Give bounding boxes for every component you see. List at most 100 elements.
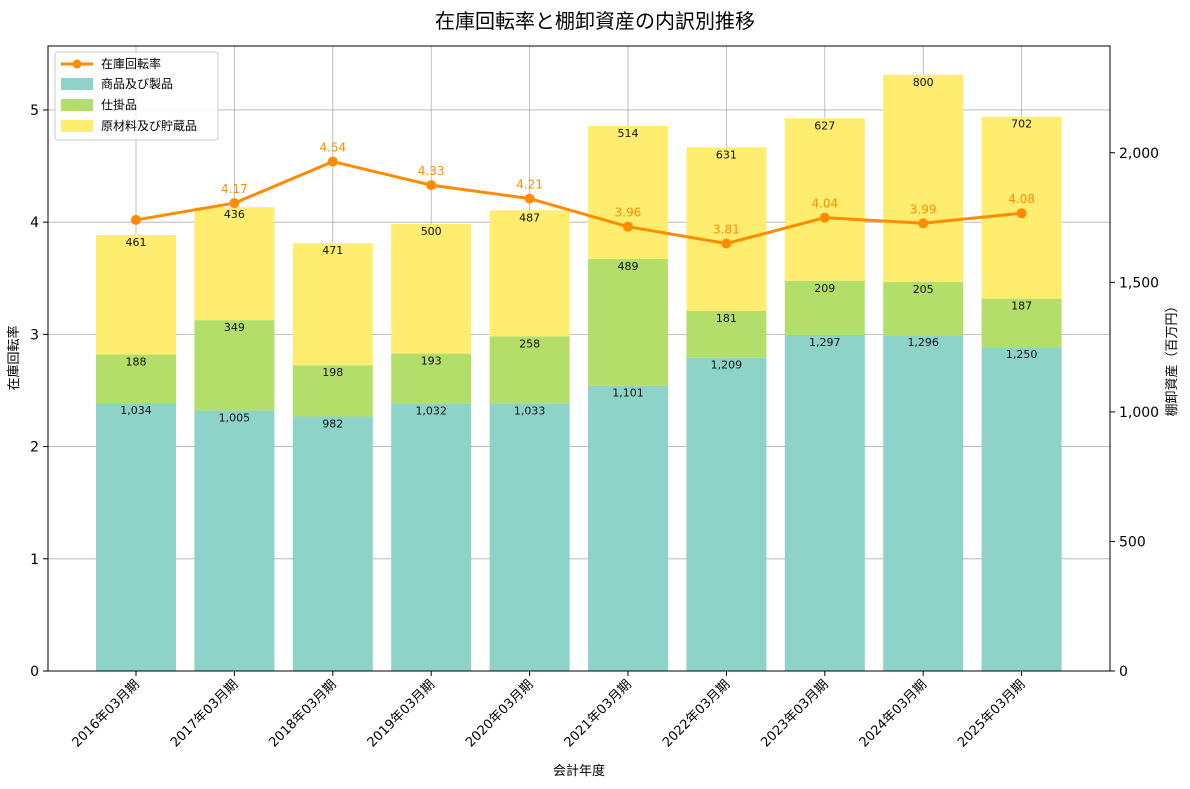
bar-value-label: 209 bbox=[814, 282, 835, 295]
turnover-point bbox=[1016, 208, 1027, 219]
y-left-tick-label: 3 bbox=[30, 327, 39, 343]
bar-segment bbox=[981, 347, 1062, 671]
x-axis-label: 会計年度 bbox=[553, 763, 605, 779]
bar-value-label: 631 bbox=[716, 148, 737, 161]
turnover-point bbox=[721, 238, 732, 249]
plot-frame bbox=[47, 45, 1111, 672]
y-right-tick-label: 1,000 bbox=[1119, 405, 1159, 421]
turnover-value-label: 4.54 bbox=[319, 141, 346, 155]
chart-title: 在庫回転率と棚卸資産の内訳別推移 bbox=[435, 9, 755, 33]
bar-segment bbox=[391, 353, 472, 404]
bar-value-label: 471 bbox=[322, 244, 343, 257]
bar-segment bbox=[981, 116, 1062, 299]
y-right-tick-label: 500 bbox=[1119, 534, 1146, 550]
turnover-point bbox=[623, 221, 633, 232]
bar-segment bbox=[489, 403, 570, 671]
bar-segment bbox=[588, 258, 668, 386]
bar-segment bbox=[292, 243, 373, 366]
y-right-tick-label: 1,500 bbox=[1119, 275, 1159, 291]
bar-value-label: 1,005 bbox=[219, 412, 251, 425]
turnover-value-label: 3.99 bbox=[910, 202, 937, 216]
turnover-value-label: 4.04 bbox=[811, 197, 838, 211]
y-left-tick-label: 4 bbox=[30, 215, 39, 231]
turnover-value-label: 4.08 bbox=[1008, 192, 1035, 206]
bar-value-label: 188 bbox=[126, 355, 147, 368]
bar-value-label: 258 bbox=[519, 337, 540, 350]
bar-segment bbox=[588, 125, 668, 259]
bar-segment bbox=[784, 118, 865, 281]
legend-label: 商品及び製品 bbox=[101, 76, 173, 91]
bar-value-label: 1,034 bbox=[120, 404, 152, 417]
turnover-value-label: 4.21 bbox=[516, 178, 543, 192]
bar-segment bbox=[391, 403, 472, 671]
bar-segment bbox=[489, 210, 570, 337]
bar-segment bbox=[686, 147, 767, 311]
bar-segment bbox=[883, 74, 964, 283]
bar-segment bbox=[194, 410, 275, 671]
bar-segment bbox=[686, 310, 767, 358]
bar-segment bbox=[489, 336, 570, 404]
y-right-tick-label: 2,000 bbox=[1119, 146, 1159, 162]
turnover-value-label: 4.17 bbox=[221, 182, 248, 196]
bar-value-label: 1,296 bbox=[907, 336, 939, 349]
turnover-point bbox=[426, 180, 437, 191]
turnover-value-label: 3.96 bbox=[615, 206, 642, 220]
turnover-value-label: 4.33 bbox=[418, 164, 445, 178]
bar-segment bbox=[686, 357, 767, 671]
turnover-point bbox=[524, 193, 535, 204]
bar-segment bbox=[194, 207, 275, 321]
bar-value-label: 1,032 bbox=[415, 405, 447, 418]
bar-segment bbox=[96, 354, 176, 404]
bar-segment bbox=[96, 403, 176, 671]
bar-segment bbox=[883, 335, 964, 671]
bar-value-label: 198 bbox=[322, 366, 343, 379]
legend-line-marker bbox=[72, 59, 82, 69]
y-left-axis-label: 在庫回転率 bbox=[6, 325, 22, 390]
bar-value-label: 982 bbox=[322, 418, 343, 431]
bar-value-label: 1,297 bbox=[809, 336, 841, 349]
legend-swatch bbox=[61, 78, 93, 90]
bar-segment bbox=[96, 234, 176, 355]
bar-value-label: 514 bbox=[618, 127, 639, 140]
y-left-tick-label: 2 bbox=[30, 440, 39, 456]
legend-swatch bbox=[61, 120, 93, 132]
bar-value-label: 500 bbox=[421, 225, 442, 238]
turnover-value-label: 3.81 bbox=[713, 222, 740, 236]
y-right-tick-label: 0 bbox=[1119, 664, 1128, 680]
turnover-line bbox=[135, 160, 1022, 246]
y-left-tick-label: 1 bbox=[30, 552, 39, 568]
bar-segment bbox=[391, 224, 472, 354]
bar-value-label: 1,250 bbox=[1006, 348, 1038, 361]
turnover-point bbox=[819, 212, 830, 223]
bar-segment bbox=[292, 365, 373, 417]
bar-value-label: 487 bbox=[519, 211, 540, 224]
bar-segment bbox=[194, 320, 275, 411]
bar-value-label: 489 bbox=[618, 260, 639, 273]
turnover-point bbox=[131, 214, 141, 225]
bar-value-label: 205 bbox=[913, 283, 934, 296]
bar-value-label: 1,033 bbox=[514, 404, 546, 417]
bar-value-label: 800 bbox=[913, 76, 934, 89]
bar-segment bbox=[588, 385, 668, 671]
bar-value-label: 1,101 bbox=[612, 387, 644, 400]
legend-label: 在庫回転率 bbox=[101, 56, 161, 71]
bar-value-label: 187 bbox=[1011, 300, 1032, 313]
bar-value-label: 349 bbox=[224, 321, 245, 334]
legend-box bbox=[54, 51, 219, 141]
turnover-point bbox=[229, 198, 240, 209]
bar-value-label: 461 bbox=[126, 236, 147, 249]
bar-segment bbox=[292, 416, 373, 671]
bar-segment bbox=[883, 282, 964, 336]
legend-swatch bbox=[61, 99, 93, 111]
y-left-tick-label: 0 bbox=[30, 664, 39, 680]
bar-value-label: 702 bbox=[1011, 118, 1032, 131]
bar-segment bbox=[784, 280, 865, 335]
bar-segment bbox=[784, 334, 865, 671]
bar-value-label: 193 bbox=[421, 355, 442, 368]
y-left-tick-label: 5 bbox=[30, 103, 39, 119]
legend-label: 原材料及び貯蔵品 bbox=[101, 119, 197, 133]
bar-value-label: 1,209 bbox=[711, 359, 743, 372]
legend-label: 仕掛品 bbox=[101, 97, 137, 112]
